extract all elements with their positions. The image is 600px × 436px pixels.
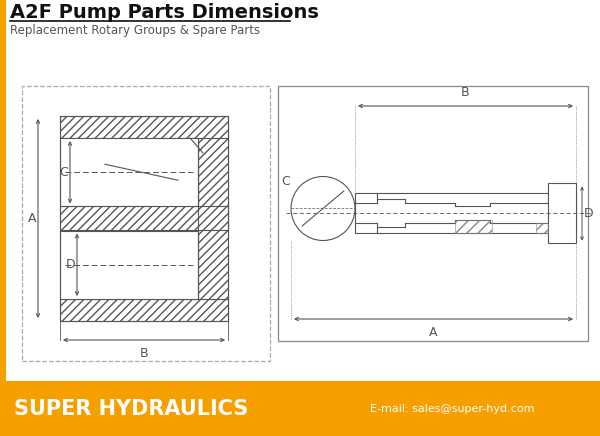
- Bar: [60, 299, 228, 321]
- Bar: [60, 116, 228, 138]
- Text: C: C: [281, 175, 290, 188]
- Text: SUPER HYDRAULICS: SUPER HYDRAULICS: [14, 399, 248, 419]
- Bar: [60, 138, 198, 207]
- Text: A2F Pump Parts Dimensions: A2F Pump Parts Dimensions: [10, 3, 319, 22]
- Bar: [548, 184, 576, 243]
- Bar: [60, 231, 198, 299]
- Bar: [536, 224, 548, 234]
- Bar: [60, 116, 228, 321]
- Bar: [22, 86, 270, 361]
- Circle shape: [291, 177, 355, 241]
- Bar: [278, 86, 588, 341]
- Text: Replacement Rotary Groups & Spare Parts: Replacement Rotary Groups & Spare Parts: [10, 24, 260, 37]
- Text: E-mail: sales@super-hyd.com: E-mail: sales@super-hyd.com: [370, 403, 535, 413]
- Text: D: D: [584, 207, 593, 220]
- Bar: [0, 0, 6, 436]
- Text: A: A: [28, 212, 36, 225]
- Text: B: B: [461, 86, 470, 99]
- Bar: [60, 207, 228, 231]
- Text: B: B: [140, 347, 148, 360]
- Bar: [198, 138, 228, 299]
- Text: D: D: [66, 258, 76, 271]
- Bar: [355, 194, 576, 234]
- Text: C: C: [59, 166, 68, 179]
- Text: A: A: [429, 326, 438, 339]
- Bar: [0, 381, 600, 436]
- Bar: [455, 221, 492, 234]
